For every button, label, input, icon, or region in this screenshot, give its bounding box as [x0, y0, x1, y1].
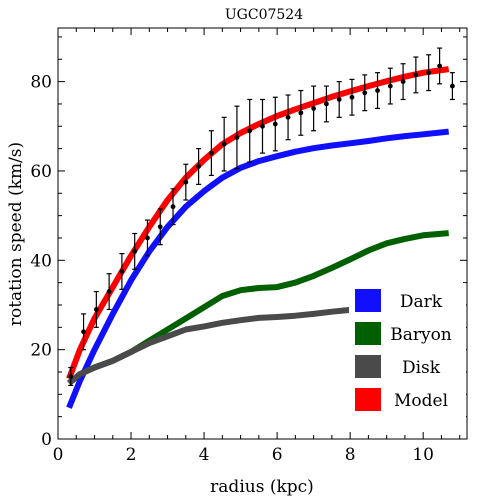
data-point	[272, 121, 278, 127]
data-point	[157, 224, 163, 230]
x-tick-label: 4	[199, 445, 210, 465]
data-point	[426, 70, 432, 76]
x-tick-label: 2	[126, 445, 137, 465]
x-tick-label: 6	[272, 445, 283, 465]
chart-title: UGC07524	[225, 7, 303, 23]
data-point	[93, 307, 99, 312]
y-axis-label: rotation speed (km/s)	[6, 142, 26, 326]
axis-ticks: 0 2 4 6 8 10 0 20 40 60 80	[30, 28, 467, 465]
y-tick-label: 40	[30, 251, 52, 271]
data-point	[400, 79, 406, 85]
data-point	[298, 110, 304, 116]
data-point	[387, 83, 393, 89]
disk-legend-swatch	[355, 355, 381, 378]
baryon-legend-swatch	[355, 322, 381, 345]
data-point	[221, 141, 227, 147]
data-point	[413, 72, 419, 78]
data-point	[349, 94, 355, 100]
dark-legend-swatch	[355, 289, 381, 312]
data-point	[362, 90, 368, 96]
dark-legend-label: Dark	[400, 292, 443, 312]
y-tick-label: 20	[30, 341, 52, 361]
dark-series-line	[66, 128, 450, 409]
baryon-legend-label: Baryon	[390, 325, 452, 345]
data-point	[106, 289, 112, 294]
data-point	[260, 123, 265, 129]
x-tick-label: 8	[345, 445, 356, 465]
x-axis-label: radius (kpc)	[210, 477, 314, 497]
x-tick-label: 0	[53, 445, 64, 465]
y-tick-label: 80	[30, 73, 52, 93]
data-point	[145, 235, 150, 241]
data-point	[183, 179, 189, 185]
y-tick-label: 60	[30, 162, 52, 182]
data-point	[375, 88, 380, 93]
data-point	[170, 204, 176, 210]
legend: Dark Baryon Disk Model	[349, 283, 466, 420]
data-point	[449, 83, 455, 89]
data-point	[336, 97, 342, 102]
model-legend-label: Model	[394, 391, 448, 411]
data-point	[132, 248, 138, 254]
plot-frame	[57, 27, 468, 440]
x-tick-label: 10	[412, 445, 434, 465]
data-point	[311, 106, 317, 111]
data-point	[68, 374, 74, 379]
data-point	[119, 269, 125, 274]
data-point	[285, 114, 291, 120]
data-point	[196, 164, 201, 169]
data-point	[81, 329, 86, 335]
data-point	[247, 128, 253, 134]
data-point	[208, 150, 214, 156]
y-tick-label: 0	[41, 430, 52, 450]
observed-data	[68, 47, 455, 386]
data-point	[324, 101, 329, 107]
data-point	[234, 135, 240, 140]
data-point	[437, 63, 443, 69]
model-legend-swatch	[355, 388, 381, 411]
disk-legend-label: Disk	[402, 358, 441, 378]
